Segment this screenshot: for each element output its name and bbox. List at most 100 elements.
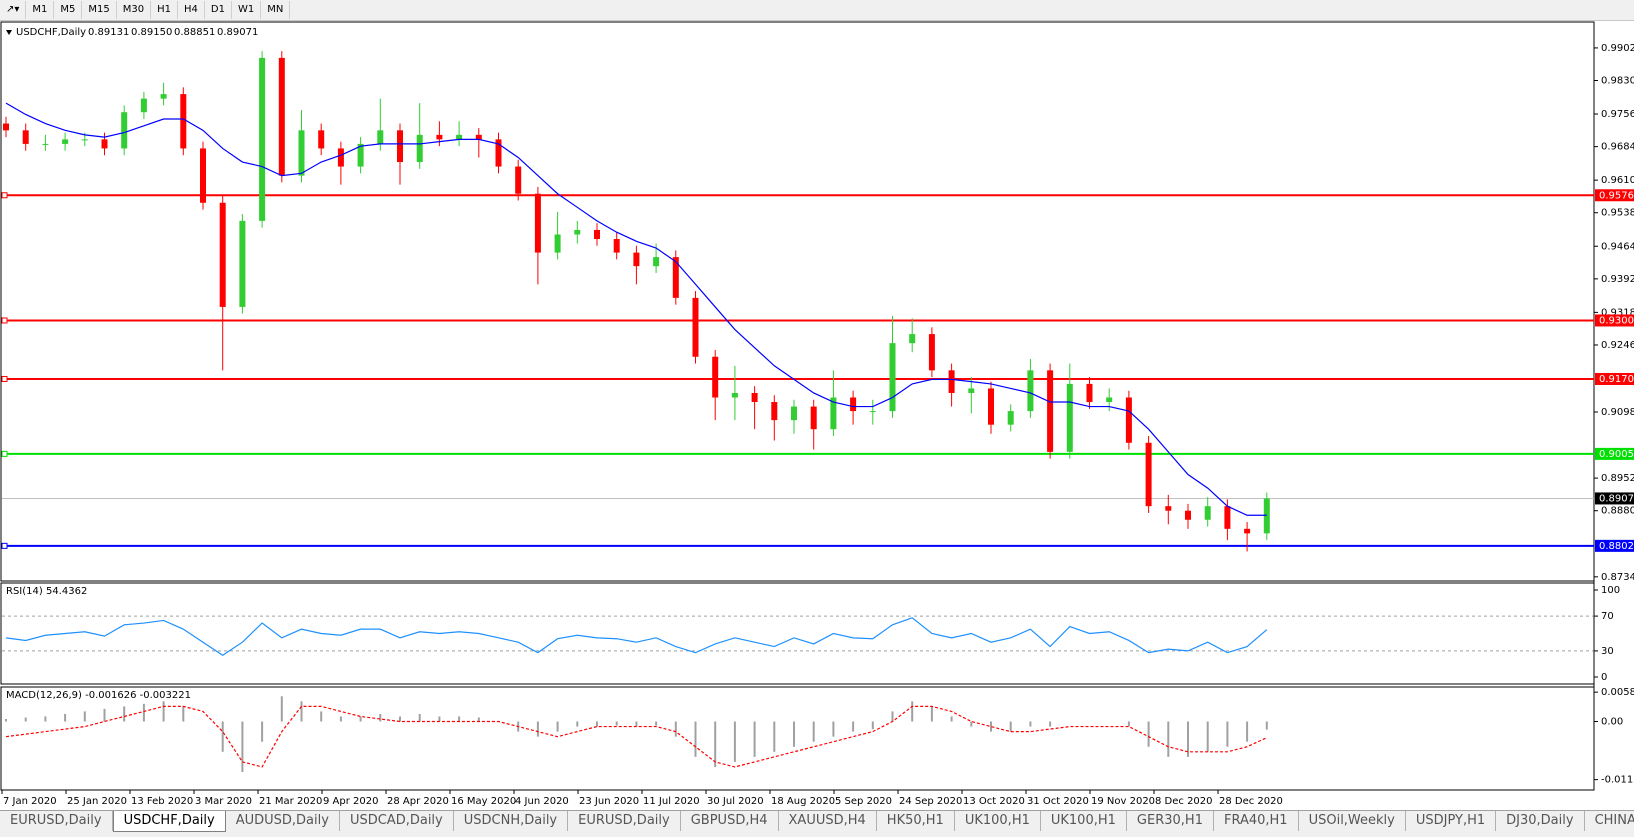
candle-body <box>140 98 147 113</box>
chart-tab[interactable]: USDCNH,Daily <box>454 811 569 831</box>
indicator-line <box>5 705 1268 768</box>
chart-tab[interactable]: DJ30,Daily <box>1496 811 1585 831</box>
x-tick-label: 13 Feb 2020 <box>131 796 193 807</box>
chart-tab[interactable]: CHINA300,H1 <box>1585 811 1634 831</box>
level-label-box <box>1595 447 1634 460</box>
candle-body <box>594 229 600 240</box>
timeframe-button[interactable]: H1 <box>151 1 179 19</box>
candle-body <box>1086 383 1093 403</box>
x-tick-label: 28 Dec 2020 <box>1219 796 1283 807</box>
x-tick-label: 19 Nov 2020 <box>1091 796 1155 807</box>
timeframe-button[interactable]: M30 <box>117 1 152 19</box>
timeframe-button[interactable]: W1 <box>232 1 262 19</box>
y-tick-label: 30 <box>1601 646 1614 657</box>
x-tick-label: 4 Jun 2020 <box>515 796 569 807</box>
candle-body <box>692 297 699 357</box>
macd-title: MACD(12,26,9) -0.001626 -0.003221 <box>6 690 191 701</box>
candle-body <box>574 229 581 235</box>
chart-tab[interactable]: USDCAD,Daily <box>340 811 454 831</box>
level-label: 0.93001 <box>1599 315 1634 326</box>
candle-body <box>534 193 541 253</box>
candle-body <box>791 406 797 421</box>
candle-body <box>909 334 916 344</box>
candle-body <box>771 402 778 421</box>
chart-tab[interactable]: FRA40,H1 <box>1214 811 1299 831</box>
timeframe-button[interactable]: D1 <box>205 1 232 19</box>
candle-body <box>869 411 876 413</box>
chart-tab[interactable]: UK100,H1 <box>1041 811 1127 831</box>
chart-tab[interactable]: GBPUSD,H4 <box>681 811 779 831</box>
chart-tab[interactable]: HK50,H1 <box>877 811 955 831</box>
candle-body <box>278 57 285 176</box>
x-tick-label: 18 Aug 2020 <box>771 796 835 807</box>
candle-body <box>337 148 344 167</box>
level-label: 0.88024 <box>1599 541 1634 552</box>
chart-tab[interactable]: XAUUSD,H4 <box>779 811 877 831</box>
chart-tab[interactable]: AUDUSD,Daily <box>226 811 340 831</box>
chart-tab[interactable]: GER30,H1 <box>1127 811 1214 831</box>
candle-body <box>830 397 837 430</box>
timeframe-button[interactable]: H4 <box>178 1 205 19</box>
tool-icon[interactable]: ↗▾ <box>0 1 27 19</box>
candle-body <box>928 334 935 371</box>
candle-body <box>1027 370 1034 412</box>
indicator-line <box>5 617 1268 656</box>
timeframe-button[interactable]: MN <box>261 1 291 19</box>
x-tick-label: 24 Sep 2020 <box>899 796 962 807</box>
level-label-box <box>1595 189 1634 202</box>
candle-body <box>22 130 29 144</box>
level-handle <box>1 450 8 457</box>
candle-body <box>121 112 128 149</box>
tab-bar: EURUSD,Daily USDCHF,Daily AUDUSD,Daily USDC… <box>0 810 1634 837</box>
candle-body <box>495 139 502 167</box>
timeframe-button[interactable]: M1 <box>26 1 55 19</box>
chart-tab[interactable]: USOil,Weekly <box>1299 811 1406 831</box>
candle-body <box>397 130 403 163</box>
rsi-panel <box>0 582 1595 685</box>
x-tick-label: 11 Jul 2020 <box>643 796 700 807</box>
toolbar: ↗▾ M1 M5 M15 M30 H1 H4 D1 W1 MN <box>0 0 1634 21</box>
candle-body <box>200 148 206 203</box>
chart-tab[interactable]: USDJPY,H1 <box>1406 811 1497 831</box>
chart-tab[interactable]: USDCHF,Daily <box>112 811 226 832</box>
chart-tab[interactable]: EURUSD,Daily <box>568 811 681 831</box>
candle-body <box>751 392 758 403</box>
candle-body <box>968 388 975 393</box>
candle-body <box>889 343 896 412</box>
timeframe-button[interactable]: M5 <box>54 1 83 19</box>
chart: USDCHF,Daily 0.89131 0.89150 0.88851 0.8… <box>0 21 1634 807</box>
chart-tab[interactable]: EURUSD,Daily <box>0 811 113 831</box>
level-label: 0.90055 <box>1599 449 1634 460</box>
x-tick-label: 5 Sep 2020 <box>835 796 892 807</box>
high: 0.89150 <box>131 27 172 38</box>
x-tick-label: 28 Apr 2020 <box>387 796 449 807</box>
candle-body <box>1244 528 1251 534</box>
x-tick-label: 9 Apr 2020 <box>323 796 378 807</box>
x-tick-label: 25 Jan 2020 <box>67 796 127 807</box>
timeframe-button[interactable]: M15 <box>82 1 117 19</box>
candle-body <box>1007 411 1014 425</box>
candle-body <box>101 139 108 149</box>
chart-tab[interactable]: UK100,H1 <box>955 811 1041 831</box>
candle-body <box>1185 510 1191 520</box>
collapse-icon <box>6 30 12 35</box>
rsi-title: RSI(14) 54.4362 <box>6 586 87 597</box>
candle-body <box>219 202 226 307</box>
candle-body <box>160 94 167 99</box>
x-tick-label: 16 May 2020 <box>451 796 516 807</box>
candle-body <box>456 134 463 140</box>
candle-body <box>1066 383 1073 452</box>
candle-body <box>515 166 522 194</box>
level-handle <box>1 317 8 324</box>
candle-body <box>416 134 423 163</box>
close: 0.89071 <box>217 27 258 38</box>
candle-body <box>1204 506 1211 520</box>
candle-body <box>62 139 69 144</box>
